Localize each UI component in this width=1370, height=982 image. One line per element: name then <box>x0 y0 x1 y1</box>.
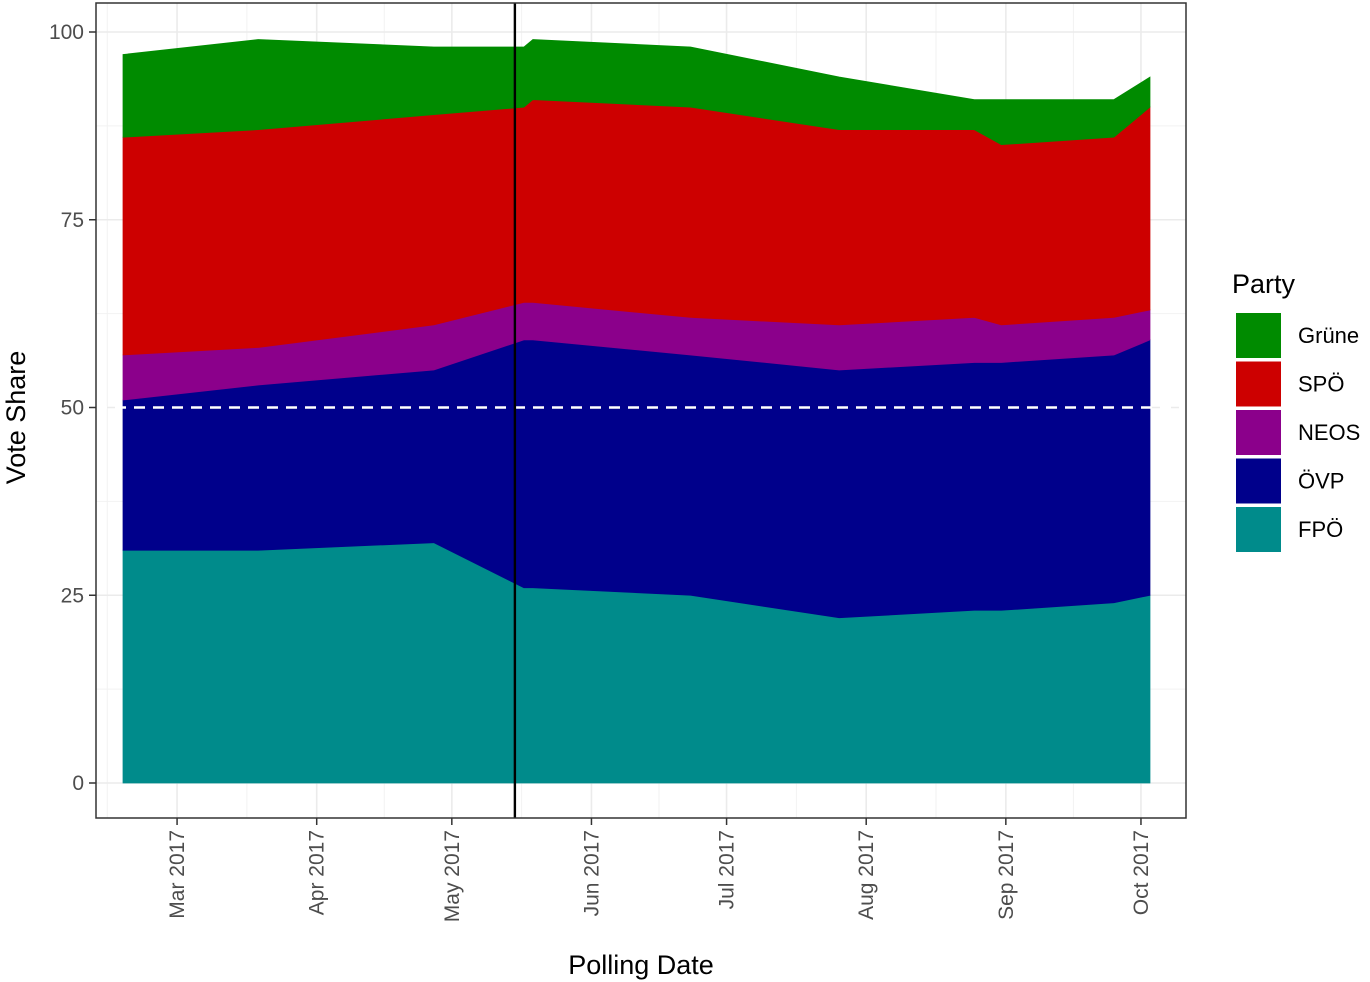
legend-key-övp <box>1236 458 1281 504</box>
legend-key-neos <box>1236 410 1281 455</box>
x-axis-title: Polling Date <box>568 950 714 980</box>
y-tick-label: 0 <box>72 772 84 795</box>
legend-label-spö: SPÖ <box>1298 372 1344 397</box>
panel-border <box>95 2 1187 819</box>
legend-key-grüne <box>1236 313 1281 358</box>
legend-key-fpö <box>1236 507 1281 552</box>
x-tick-label: Aug 2017 <box>855 830 878 920</box>
reference-lines <box>96 3 1186 818</box>
x-tick-label: May 2017 <box>441 830 464 922</box>
y-axis-title: Vote Share <box>1 351 31 485</box>
x-tick-label: Sep 2017 <box>995 830 1018 920</box>
legend-key-spö <box>1236 361 1281 407</box>
x-tick-label: Mar 2017 <box>166 830 189 919</box>
x-tick-label: Jun 2017 <box>580 830 603 916</box>
y-tick-label: 50 <box>61 397 84 420</box>
y-axis: 0 25 50 75 100 <box>49 21 96 795</box>
x-tick-label: Oct 2017 <box>1130 830 1153 915</box>
legend-label-fpö: FPÖ <box>1298 517 1343 542</box>
x-tick-label: Apr 2017 <box>306 830 329 915</box>
legend-label-grüne: Grüne <box>1298 323 1359 348</box>
legend: Party Grüne SPÖ NEOS ÖVP FPÖ <box>1232 269 1360 552</box>
x-tick-label: Jul 2017 <box>716 830 739 909</box>
x-axis: Mar 2017 Apr 2017 May 2017 Jun 2017 Jul 2017… <box>166 818 1153 922</box>
y-tick-label: 25 <box>61 584 84 607</box>
area-grüne <box>122 39 1151 146</box>
legend-label-övp: ÖVP <box>1298 469 1344 494</box>
legend-label-neos: NEOS <box>1298 420 1360 445</box>
y-tick-label: 100 <box>49 21 84 44</box>
y-tick-label: 75 <box>61 209 84 232</box>
area-series <box>122 39 1151 784</box>
legend-title: Party <box>1232 269 1296 299</box>
